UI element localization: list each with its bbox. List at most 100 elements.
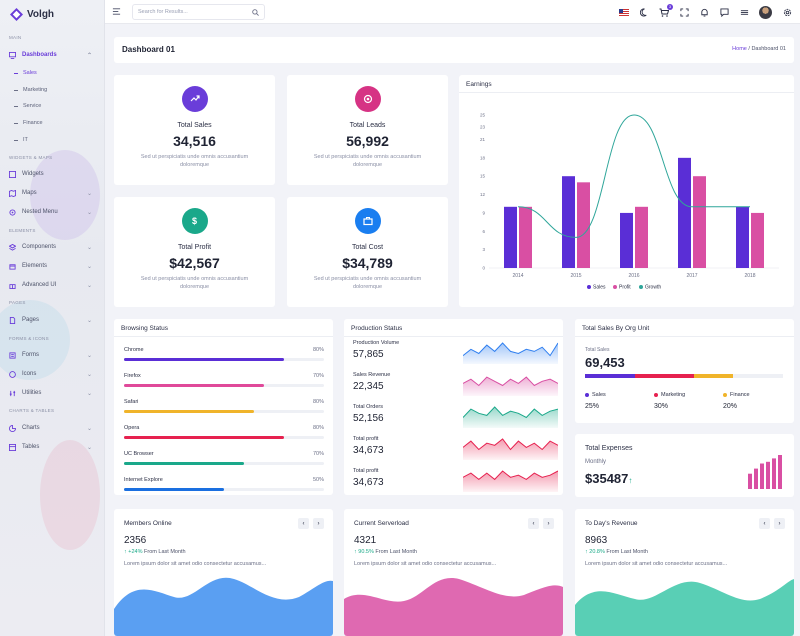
metric-card: Members Online ‹ › 2356 ↑ +24% From Last … bbox=[114, 509, 333, 636]
fullscreen-icon[interactable] bbox=[679, 7, 689, 17]
map-icon bbox=[9, 189, 16, 197]
expenses-bars bbox=[748, 455, 782, 489]
line-growth bbox=[517, 114, 751, 238]
sidebar-item-tables[interactable]: Tables ⌄ bbox=[9, 440, 97, 454]
chevron-down-icon: ⌄ bbox=[86, 263, 92, 270]
expense-bar bbox=[766, 461, 770, 489]
sidebar-sub-finance[interactable]: Finance bbox=[14, 118, 43, 128]
metric-card: To Day's Revenue ‹ › 8963 ↑ 20.8% From La… bbox=[575, 509, 794, 636]
legend-dot bbox=[613, 285, 617, 289]
metric-trend: ↑ 90.5% From Last Month bbox=[354, 549, 417, 555]
chevron-down-icon: ⌄ bbox=[86, 244, 92, 251]
x-tick-label: 2015 bbox=[570, 273, 581, 279]
table-icon bbox=[9, 443, 16, 451]
avatar[interactable] bbox=[759, 5, 772, 19]
browser-progress-track bbox=[124, 410, 324, 413]
chevron-down-icon: ⌄ bbox=[86, 425, 92, 432]
sidebar-item-dashboards[interactable]: Dashboards ⌃ bbox=[9, 48, 97, 62]
stat-card-total-profit: $ Total Profit $42,567 Sed ut perspiciat… bbox=[114, 197, 275, 307]
sidebar-item-widgets[interactable]: Widgets bbox=[9, 167, 97, 181]
chevron-down-icon: ⌄ bbox=[86, 444, 92, 451]
chevron-down-icon: ⌄ bbox=[86, 209, 92, 216]
brand-logo[interactable]: Volgh bbox=[10, 6, 54, 22]
sidebar-item-forms[interactable]: Forms ⌄ bbox=[9, 348, 97, 362]
sidebar-sub-it[interactable]: IT bbox=[14, 135, 28, 145]
bar-profit bbox=[635, 206, 648, 268]
y-tick-label: 21 bbox=[480, 137, 486, 142]
prev-button[interactable]: ‹ bbox=[528, 518, 539, 529]
sidebar-item-label: Icons bbox=[22, 371, 37, 377]
production-row: Total profit 34,673 bbox=[353, 468, 558, 495]
expense-bar bbox=[760, 463, 764, 489]
prev-button[interactable]: ‹ bbox=[759, 518, 770, 529]
bar-profit bbox=[519, 206, 532, 268]
search-icon[interactable] bbox=[252, 8, 259, 16]
card-divider bbox=[344, 336, 563, 337]
sidebar-item-nested-menu[interactable]: Nested Menu ⌄ bbox=[9, 205, 97, 219]
browser-progress-fill bbox=[124, 488, 224, 491]
edit-icon bbox=[9, 351, 16, 359]
org-item-name: Finance bbox=[730, 392, 750, 398]
next-button[interactable]: › bbox=[313, 518, 324, 529]
sidebar-item-maps[interactable]: Maps ⌄ bbox=[9, 186, 97, 200]
list-icon[interactable] bbox=[739, 7, 749, 17]
next-button[interactable]: › bbox=[543, 518, 554, 529]
browser-progress-fill bbox=[124, 462, 244, 465]
bell-icon[interactable] bbox=[699, 7, 709, 17]
sparkline-line bbox=[463, 342, 558, 357]
sidebar-item-advanced-ui[interactable]: Advanced UI ⌄ bbox=[9, 278, 97, 292]
metric-desc: Lorem ipsum dolor sit amet odio consecte… bbox=[585, 561, 728, 567]
sidebar-sub-service[interactable]: Service bbox=[14, 101, 41, 111]
arrow-up-icon: ↑ bbox=[354, 549, 357, 555]
box-icon bbox=[9, 263, 16, 270]
browser-progress-track bbox=[124, 488, 324, 491]
gear-icon[interactable] bbox=[782, 7, 792, 17]
trending-up-icon bbox=[181, 86, 208, 112]
next-button[interactable]: › bbox=[774, 518, 785, 529]
sidebar-item-elements[interactable]: Elements ⌄ bbox=[9, 259, 97, 273]
sidebar-item-label: Components bbox=[22, 244, 57, 250]
sidebar-item-label: Nested Menu bbox=[22, 209, 58, 215]
stat-value: 34,516 bbox=[173, 133, 216, 149]
moon-icon[interactable] bbox=[639, 7, 649, 17]
production-name: Total profit bbox=[353, 468, 379, 474]
sidebar-sub-marketing[interactable]: Marketing bbox=[14, 85, 47, 95]
breadcrumb-home[interactable]: Home bbox=[732, 46, 747, 52]
chevron-down-icon: ⌄ bbox=[86, 282, 92, 289]
bar-profit bbox=[751, 212, 764, 268]
chevron-up-icon: ⌃ bbox=[86, 52, 92, 59]
sidebar-item-pages[interactable]: Pages ⌄ bbox=[9, 313, 97, 327]
search-input[interactable]: Search for Results... bbox=[132, 4, 265, 20]
sidebar-item-label: Forms bbox=[22, 352, 39, 358]
legend-label: Sales bbox=[593, 285, 606, 291]
stat-desc: Sed ut perspiciatis unde omnis accusanti… bbox=[313, 276, 422, 290]
browser-pct: 70% bbox=[312, 373, 324, 379]
trend-label: From Last Month bbox=[606, 549, 648, 555]
expense-bar bbox=[778, 455, 782, 489]
sidebar-item-icons[interactable]: Icons ⌄ bbox=[9, 367, 97, 381]
browser-progress-fill bbox=[124, 384, 264, 387]
org-item-pct: 25% bbox=[585, 403, 600, 410]
brand-name: Volgh bbox=[27, 8, 55, 20]
metric-nav: ‹ › bbox=[298, 518, 324, 529]
sidebar-item-charts[interactable]: Charts ⌄ bbox=[9, 421, 97, 435]
org-item: Marketing 30% bbox=[654, 392, 685, 410]
browser-progress-fill bbox=[124, 358, 284, 361]
sidebar-sub-sales[interactable]: Sales bbox=[14, 68, 37, 78]
flag-icon[interactable] bbox=[619, 7, 629, 17]
metric-wave-chart bbox=[344, 578, 563, 636]
section-pages: PAGES bbox=[9, 300, 26, 305]
sidebar-item-components[interactable]: Components ⌄ bbox=[9, 240, 97, 254]
section-main: MAIN bbox=[9, 35, 22, 40]
message-icon[interactable] bbox=[719, 7, 729, 17]
dollar-icon: $ bbox=[181, 208, 208, 234]
sidebar-item-utilities[interactable]: Utilities ⌄ bbox=[9, 386, 97, 400]
x-tick-label: 2017 bbox=[686, 273, 697, 279]
sidebar-item-label: Widgets bbox=[22, 171, 44, 177]
production-value: 22,345 bbox=[353, 381, 384, 392]
y-tick-label: 3 bbox=[482, 247, 485, 252]
cart-icon[interactable]: 3 bbox=[659, 4, 673, 17]
bar-profit bbox=[693, 176, 706, 268]
prev-button[interactable]: ‹ bbox=[298, 518, 309, 529]
menu-toggle-icon[interactable] bbox=[112, 7, 121, 16]
